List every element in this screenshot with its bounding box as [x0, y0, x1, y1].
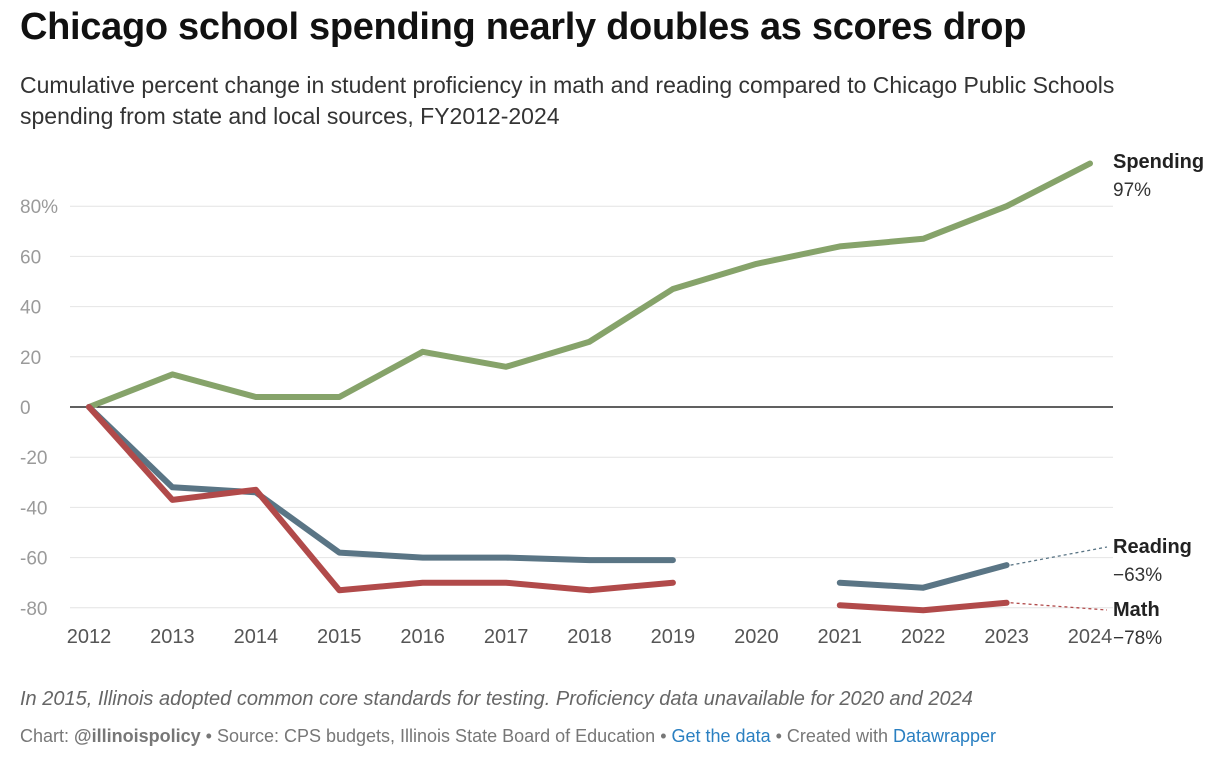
y-tick-label: -20 — [20, 448, 47, 469]
byline: @illinoispolicy — [74, 726, 201, 746]
x-tick-label: 2013 — [150, 626, 195, 648]
x-tick-label: 2017 — [484, 626, 529, 648]
spending-end-value: 97% — [1113, 180, 1151, 201]
math-label-guide — [1010, 602, 1108, 611]
math-end-value: −78% — [1113, 628, 1162, 649]
separator: • — [770, 726, 787, 746]
spending-series-label: Spending — [1113, 151, 1204, 173]
grid — [70, 205, 1113, 609]
chart-title: Chicago school spending nearly doubles a… — [20, 6, 1027, 48]
reading-end-value: −63% — [1113, 565, 1162, 586]
x-tick-label: 2021 — [818, 626, 863, 648]
math-line — [86, 404, 676, 594]
spending-line — [86, 160, 1093, 410]
created-with-text: Created with — [786, 726, 893, 746]
reading-line — [836, 562, 1010, 591]
x-tick-label: 2018 — [567, 626, 612, 648]
datawrapper-link[interactable]: Datawrapper — [892, 726, 997, 746]
x-tick-label: 2022 — [901, 626, 946, 648]
x-tick-label: 2023 — [984, 626, 1029, 648]
x-tick-label: 2015 — [317, 626, 362, 648]
x-axis-ticks: 2012 2013 2014 2015 2016 2017 2018 2019 2020 2021… — [67, 626, 1113, 648]
reading-line — [86, 404, 676, 564]
chart-footer: Chart: @illinoispolicy • Source: CPS bud… — [20, 726, 996, 747]
x-tick-label: 2019 — [651, 626, 696, 648]
chart-note: In 2015, Illinois adopted common core st… — [20, 688, 973, 710]
y-tick-label: -40 — [20, 498, 47, 519]
series-lines — [86, 160, 1093, 614]
chart-subtitle: Cumulative percent change in student pro… — [20, 72, 1115, 129]
separator: • — [655, 726, 672, 746]
get-data-link[interactable]: Get the data — [671, 726, 771, 746]
y-tick-label: -60 — [20, 549, 47, 570]
series-end-labels: Spending 97% Reading −63% Math −78% — [1113, 151, 1204, 649]
math-series-label: Math — [1113, 599, 1160, 621]
math-line — [836, 599, 1010, 614]
separator: • — [200, 726, 217, 746]
y-tick-label: 20 — [20, 348, 41, 369]
y-tick-label: -80 — [20, 599, 47, 620]
reading-series-label: Reading — [1113, 536, 1192, 558]
x-tick-label: 2014 — [234, 626, 279, 648]
source-text: Source: CPS budgets, Illinois State Boar… — [216, 726, 656, 746]
chart-label: Chart: — [20, 726, 70, 746]
x-tick-label: 2020 — [734, 626, 779, 648]
label-guides — [1010, 546, 1108, 611]
reading-label-guide — [1010, 546, 1108, 566]
y-tick-label: 80% — [20, 197, 58, 218]
y-tick-label: 40 — [20, 298, 41, 319]
y-tick-label: 60 — [20, 247, 41, 268]
y-tick-label: 0 — [20, 398, 31, 419]
x-tick-label: 2024 — [1068, 626, 1113, 648]
x-tick-label: 2016 — [400, 626, 445, 648]
y-axis-ticks: 80% 60 40 20 0 -20 -40 -60 -80 — [20, 197, 58, 620]
x-tick-label: 2012 — [67, 626, 112, 648]
